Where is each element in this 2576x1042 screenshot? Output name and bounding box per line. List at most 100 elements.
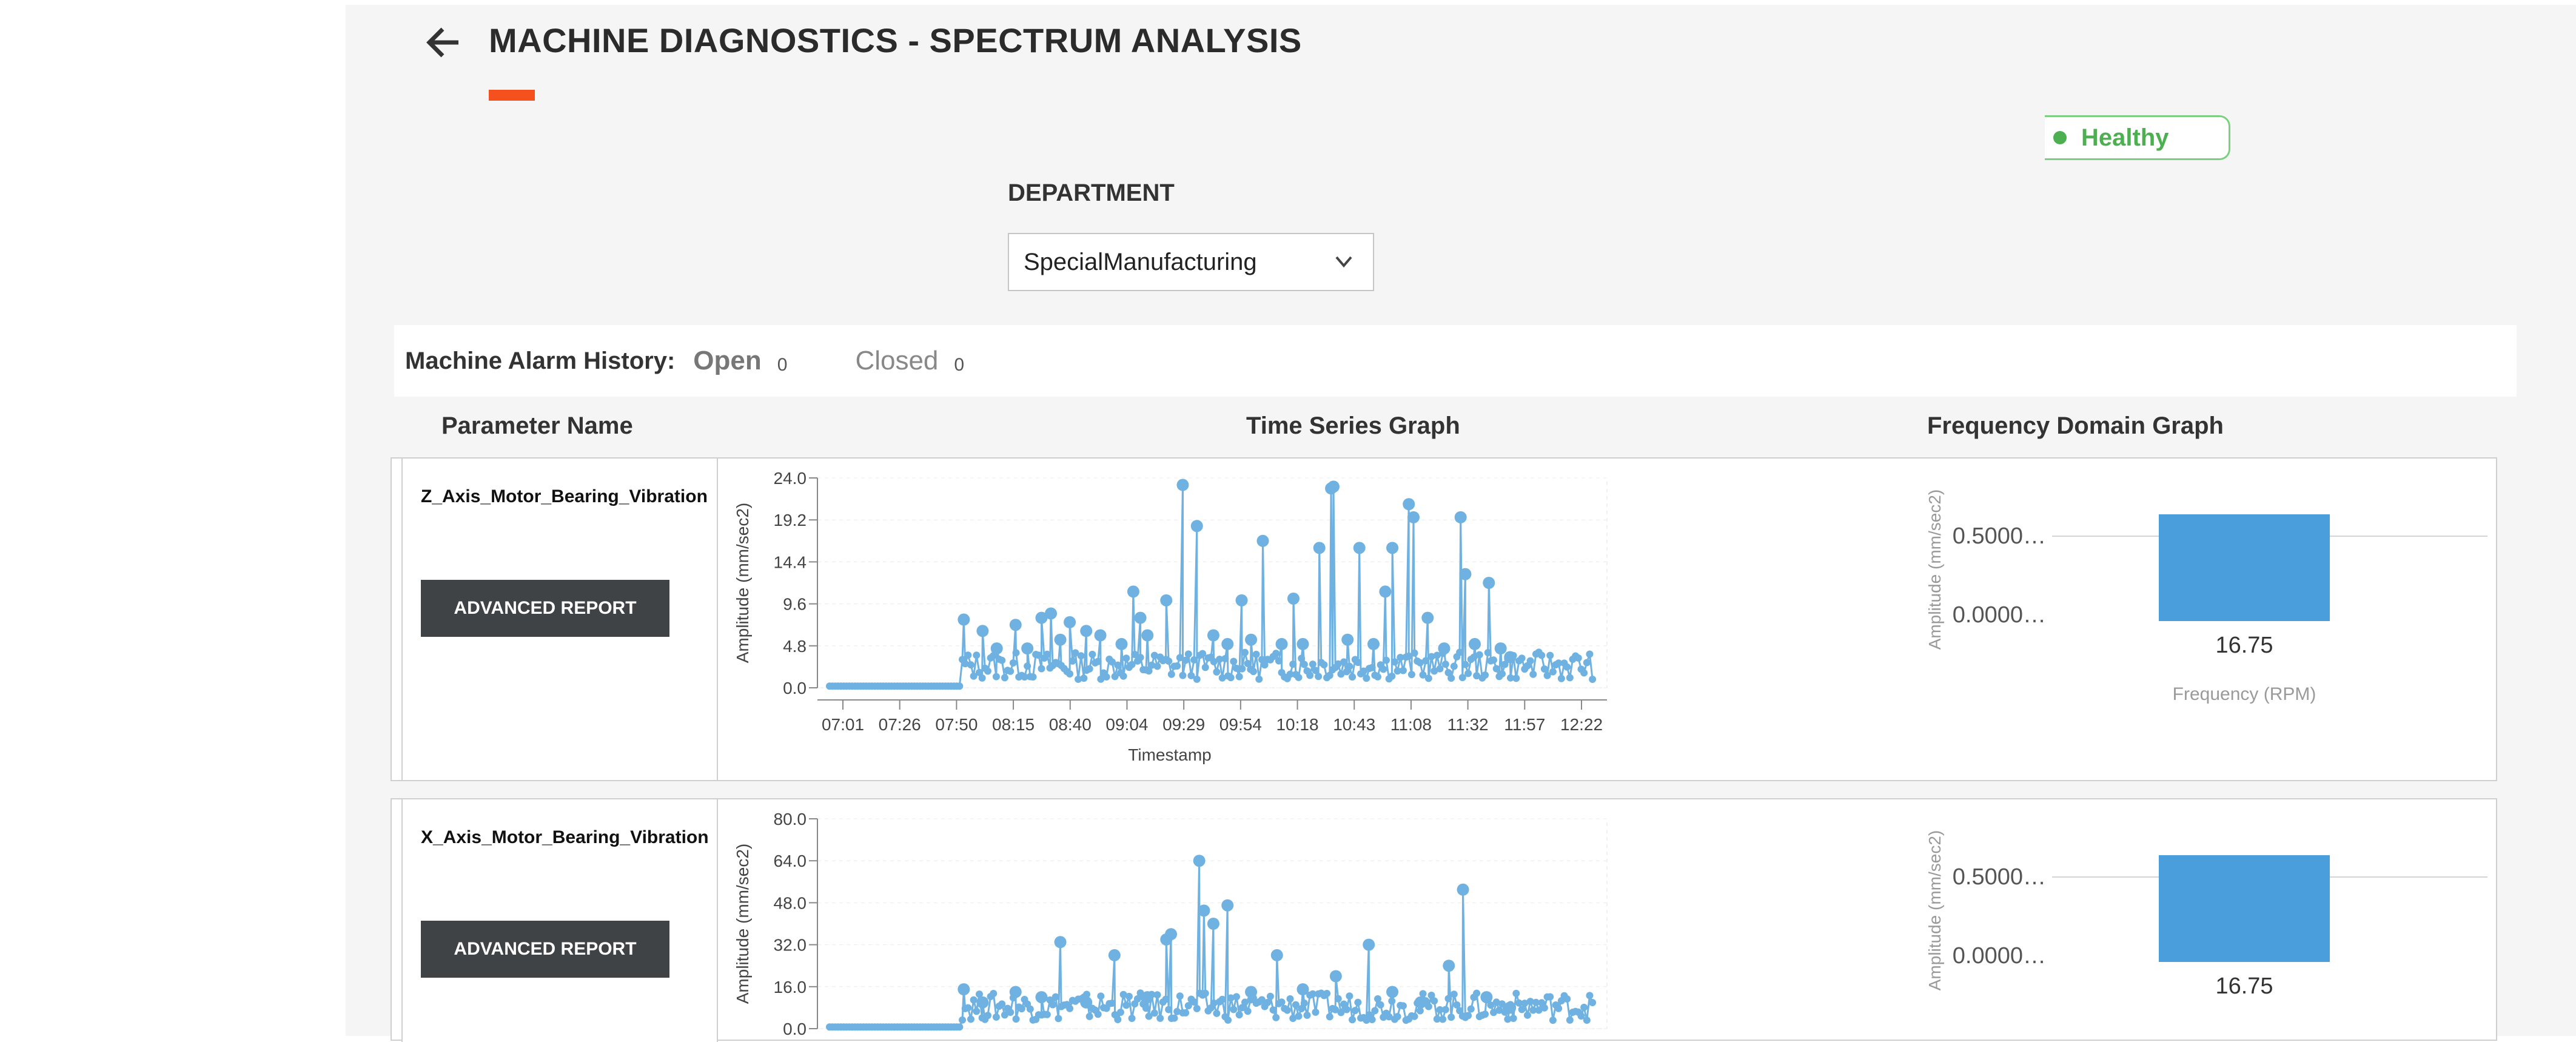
data-point: [1286, 995, 1294, 1003]
data-point: [1035, 611, 1048, 624]
data-point: [1198, 904, 1210, 917]
data-point: [1125, 992, 1133, 1000]
data-point: [1589, 676, 1597, 684]
data-point: [1286, 670, 1294, 678]
data-point: [1167, 670, 1175, 678]
x-tick-label: 09:04: [1105, 715, 1148, 734]
data-point: [975, 668, 983, 676]
data-point: [1399, 667, 1407, 674]
data-point: [1227, 674, 1235, 682]
data-point: [1278, 998, 1286, 1006]
data-point: [1529, 1006, 1537, 1014]
data-point: [1444, 995, 1452, 1003]
data-point: [1394, 667, 1401, 675]
data-point: [1484, 649, 1492, 657]
time-series-chart: 80.0 64.0 48.0 32.0 16.0 0.0 Amplitude (mm/sec…: [733, 810, 1608, 1038]
data-point: [1256, 534, 1269, 547]
parameter-cell: X_Axis_Motor_Bearing_Vibration ADVANCED …: [401, 799, 718, 1042]
data-point: [1145, 667, 1153, 675]
data-point: [1487, 1001, 1495, 1009]
y-tick-label: 0.0000…: [1953, 943, 2046, 969]
data-point: [1557, 674, 1565, 682]
data-point: [967, 1015, 974, 1023]
data-point: [1306, 671, 1314, 679]
department-select[interactable]: SpecialManufacturing: [1008, 233, 1374, 291]
data-point: [1264, 998, 1272, 1006]
advanced-report-button[interactable]: ADVANCED REPORT: [421, 580, 669, 637]
data-point: [1066, 1004, 1074, 1012]
y-tick-label: 0.0000…: [1953, 602, 2046, 628]
data-point: [1038, 665, 1045, 673]
data-point: [1589, 998, 1597, 1006]
data-point: [1043, 1010, 1051, 1018]
data-point: [1173, 1007, 1181, 1015]
data-point: [1427, 653, 1435, 660]
data-point: [1230, 1006, 1238, 1013]
data-point: [1410, 649, 1418, 657]
alarm-closed-tab[interactable]: Closed: [855, 346, 939, 375]
data-point: [1436, 665, 1444, 673]
data-point: [1055, 1015, 1062, 1023]
data-point: [1111, 673, 1119, 681]
arrow-left-icon[interactable]: [424, 25, 461, 59]
data-point: [1521, 1000, 1529, 1007]
x-tick-label: 07:26: [879, 715, 921, 734]
data-point: [1454, 511, 1467, 523]
data-point: [1394, 1013, 1401, 1021]
data-point: [1252, 650, 1260, 658]
data-point: [1457, 883, 1469, 896]
data-point: [1241, 998, 1249, 1006]
data-point: [1210, 657, 1218, 665]
data-point: [1309, 660, 1317, 668]
data-point: [1473, 989, 1481, 997]
data-point: [1349, 1016, 1357, 1024]
data-point: [1422, 657, 1430, 665]
data-point: [1341, 633, 1354, 646]
data-point: [1388, 997, 1396, 1005]
data-point: [1431, 667, 1438, 675]
data-point: [1540, 1004, 1548, 1012]
data-point: [1467, 1005, 1475, 1013]
data-point: [1523, 1011, 1531, 1019]
data-point: [1419, 671, 1427, 679]
data-point: [1583, 1017, 1591, 1024]
data-point: [1210, 999, 1218, 1007]
title-accent-bar: [489, 90, 535, 101]
data-point: [1156, 1014, 1164, 1022]
data-point: [1385, 1013, 1393, 1021]
data-point: [1150, 651, 1158, 659]
data-point: [1283, 1006, 1291, 1014]
data-point: [1035, 651, 1042, 659]
data-point: [998, 1000, 1006, 1008]
data-point: [1165, 657, 1173, 665]
data-point: [1512, 989, 1520, 997]
data-point: [1473, 672, 1481, 680]
data-point: [1235, 1011, 1243, 1019]
data-point: [1312, 667, 1320, 674]
data-point: [1184, 1002, 1192, 1010]
data-point: [1504, 651, 1517, 664]
data-point: [1495, 1006, 1503, 1014]
data-point: [1232, 993, 1240, 1001]
data-point: [1080, 674, 1088, 682]
data-point: [1538, 651, 1546, 659]
data-point: [973, 651, 981, 659]
data-point: [1080, 625, 1093, 637]
data-point: [1303, 1011, 1311, 1019]
alarm-open-tab[interactable]: Open: [693, 346, 762, 375]
data-point: [1490, 656, 1498, 664]
advanced-report-button[interactable]: ADVANCED REPORT: [421, 921, 669, 978]
data-point: [1094, 1010, 1102, 1018]
data-point: [1131, 651, 1139, 659]
data-point: [1119, 990, 1127, 998]
data-point: [1026, 1005, 1034, 1013]
data-point: [1526, 998, 1534, 1006]
data-point: [1300, 660, 1308, 668]
y-tick-label: 80.0: [774, 810, 807, 829]
data-point: [1127, 585, 1139, 598]
data-point: [1176, 654, 1184, 662]
data-point: [1258, 656, 1266, 664]
x-tick-label: 08:15: [992, 715, 1035, 734]
data-point: [1114, 1015, 1122, 1023]
alarm-history-label: Machine Alarm History:: [405, 347, 676, 374]
